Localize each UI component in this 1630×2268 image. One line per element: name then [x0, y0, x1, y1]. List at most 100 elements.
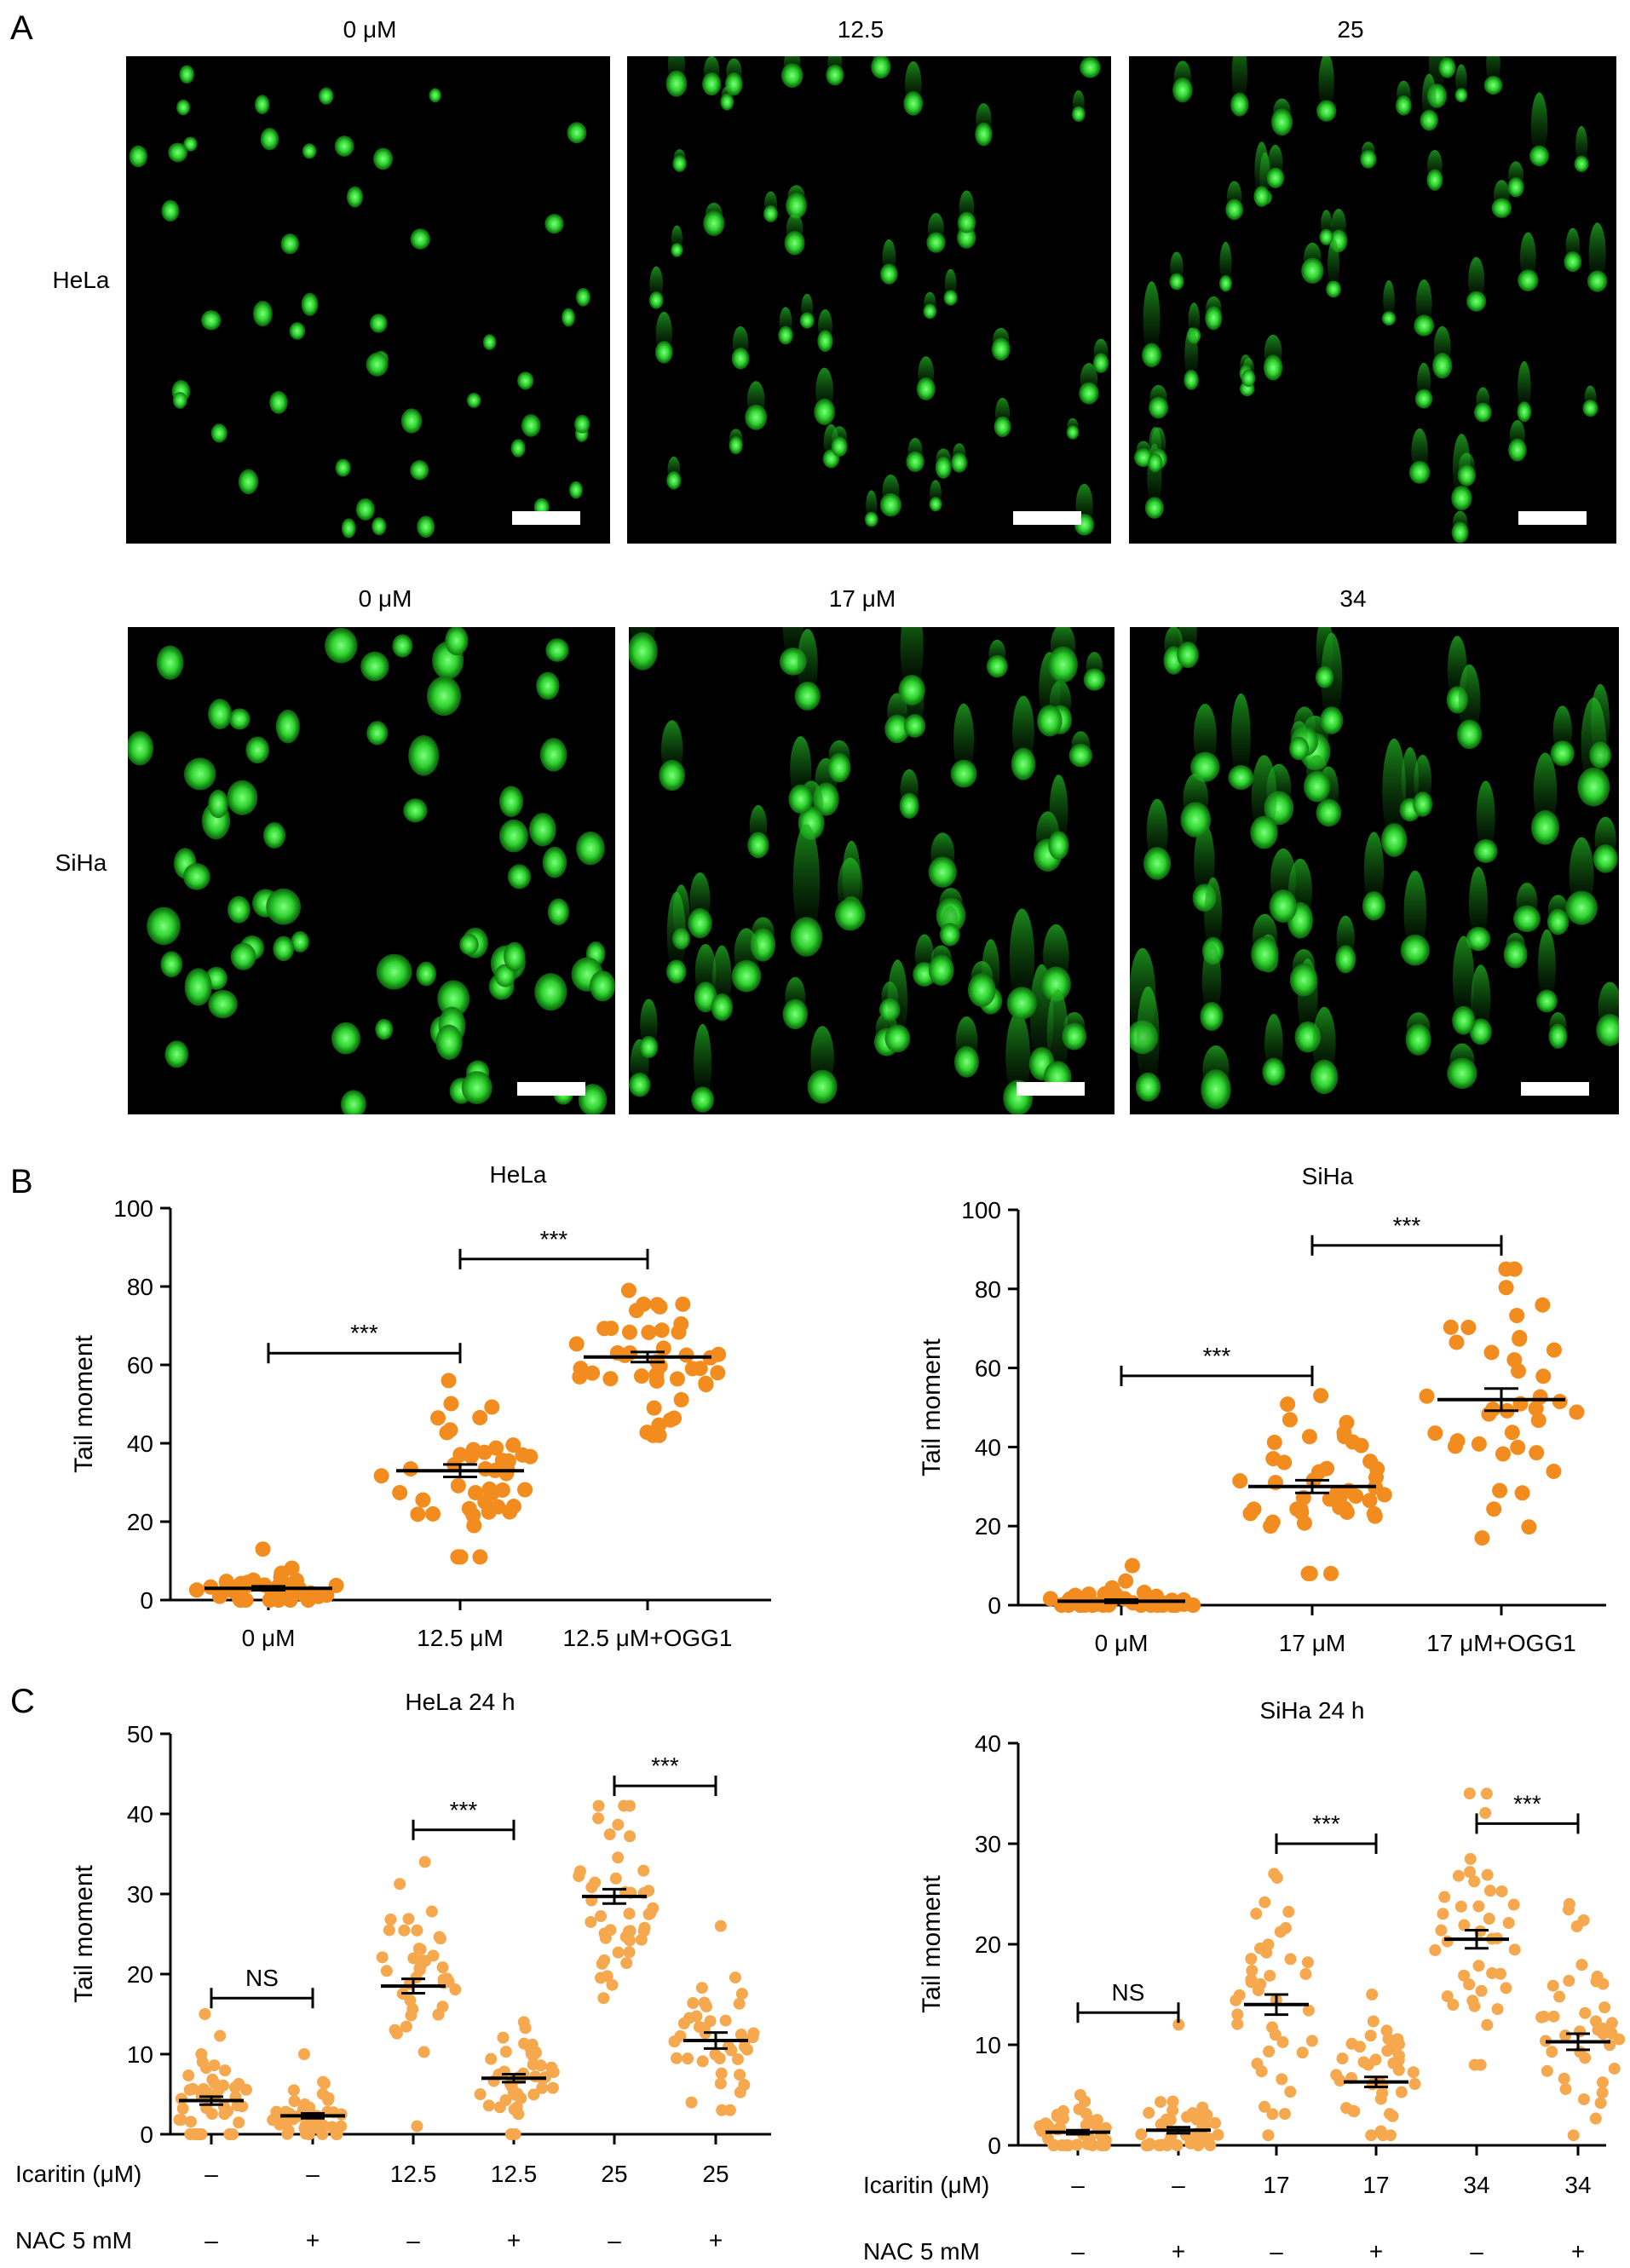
- data-point: [1521, 1519, 1537, 1535]
- data-point: [1284, 1953, 1297, 1966]
- scale-bar: [1521, 1082, 1589, 1096]
- x-tick-label: 17 μM+OGG1: [1426, 1630, 1576, 1656]
- data-point: [1278, 2108, 1291, 2121]
- nucleus: [291, 930, 309, 953]
- data-point: [1498, 1280, 1514, 1296]
- data-point: [394, 1878, 406, 1891]
- nucleus: [325, 627, 358, 664]
- nucleus: [799, 312, 815, 329]
- icaritin-value: –: [204, 2161, 218, 2187]
- data-point: [376, 1951, 389, 1964]
- data-point: [1504, 1425, 1520, 1441]
- data-point: [1529, 1445, 1545, 1461]
- data-point: [494, 1482, 510, 1498]
- icaritin-value: 25: [601, 2161, 627, 2187]
- comet-tail: [1251, 755, 1277, 838]
- data-point: [1392, 2038, 1405, 2051]
- data-point: [646, 1400, 662, 1416]
- nucleus: [1266, 167, 1285, 188]
- data-point: [612, 1946, 625, 1959]
- comet-tail: [666, 891, 686, 976]
- nucleus: [1420, 109, 1438, 131]
- data-point: [1579, 2006, 1592, 2019]
- nucleus: [1546, 908, 1570, 935]
- data-point: [1274, 1925, 1287, 1938]
- nucleus: [1454, 88, 1468, 103]
- nucleus: [928, 856, 957, 888]
- data-point: [493, 2101, 506, 2114]
- data-point: [418, 2046, 430, 2058]
- nucleus: [763, 205, 778, 222]
- nucleus: [1241, 369, 1256, 387]
- nucleus: [331, 1022, 361, 1055]
- nucleus: [1447, 1057, 1477, 1090]
- data-point: [427, 1949, 440, 1962]
- data-point: [1475, 1984, 1488, 1997]
- nucleus: [366, 352, 389, 377]
- nucleus: [1200, 1001, 1224, 1031]
- comet-tail: [1581, 697, 1607, 792]
- nucleus: [1172, 77, 1193, 103]
- nucleus: [935, 456, 952, 479]
- nucleus: [273, 935, 295, 962]
- data-point: [1608, 2062, 1621, 2075]
- nucleus: [161, 199, 180, 222]
- comet-tail: [1363, 832, 1385, 910]
- data-point: [731, 2052, 744, 2065]
- data-point: [1458, 1919, 1471, 1931]
- nucleus: [1143, 847, 1172, 880]
- data-point: [1301, 1429, 1317, 1445]
- data-point: [677, 2017, 690, 2029]
- nucleus: [1473, 838, 1498, 863]
- comet-tail: [694, 1023, 712, 1103]
- data-point: [1464, 1852, 1477, 1865]
- nucleus: [720, 93, 734, 111]
- data-point: [1558, 2072, 1570, 2085]
- nucleus: [507, 864, 532, 889]
- data-point: [1483, 1885, 1496, 1897]
- data-point: [595, 1910, 608, 1923]
- data-point: [1337, 1500, 1353, 1517]
- nucleus: [1426, 169, 1443, 191]
- y-tick-label: 20: [127, 1961, 153, 1988]
- data-point: [740, 2043, 753, 2056]
- data-point: [1395, 2086, 1408, 2098]
- data-point: [684, 1361, 700, 1377]
- data-point: [698, 1996, 711, 2009]
- row-label-icaritin: Icaritin (μM): [863, 2172, 989, 2198]
- nucleus: [179, 65, 194, 84]
- significance-label: ***: [1312, 1810, 1340, 1837]
- data-point: [687, 1997, 700, 2010]
- data-point: [411, 1924, 423, 1937]
- nucleus: [403, 798, 428, 823]
- data-point: [595, 1972, 608, 1984]
- nac-value: –: [1071, 2238, 1085, 2265]
- nucleus: [562, 308, 575, 327]
- data-point: [214, 2029, 227, 2042]
- chart-b-siha-tail-moment: SiHa Tail moment 0 20 40 60 80 100 0 μM 17 μM 17 μ…: [918, 1163, 1606, 1656]
- comet-tail: [1403, 870, 1427, 955]
- micrograph-hela-12-5uM: [627, 56, 1111, 544]
- data-point: [624, 1799, 636, 1812]
- nucleus: [172, 391, 187, 409]
- data-point: [1471, 1436, 1487, 1452]
- data-point: [1196, 2101, 1209, 2114]
- data-point: [425, 1505, 441, 1522]
- icaritin-value: 17: [1362, 2172, 1389, 2198]
- data-point: [282, 2124, 295, 2137]
- data-point: [1449, 1334, 1465, 1350]
- nucleus: [814, 398, 835, 425]
- data-point: [696, 2055, 709, 2068]
- nucleus: [788, 784, 813, 815]
- nucleus: [688, 907, 712, 939]
- nucleus: [1177, 642, 1199, 669]
- data-point: [176, 2102, 189, 2115]
- data-point: [619, 1931, 632, 1943]
- data-point: [328, 1577, 344, 1593]
- data-point: [1575, 1959, 1588, 1972]
- nucleus: [245, 736, 269, 764]
- nucleus: [831, 436, 848, 458]
- data-point: [502, 1504, 518, 1520]
- data-point: [1071, 2138, 1084, 2151]
- nucleus: [539, 738, 567, 772]
